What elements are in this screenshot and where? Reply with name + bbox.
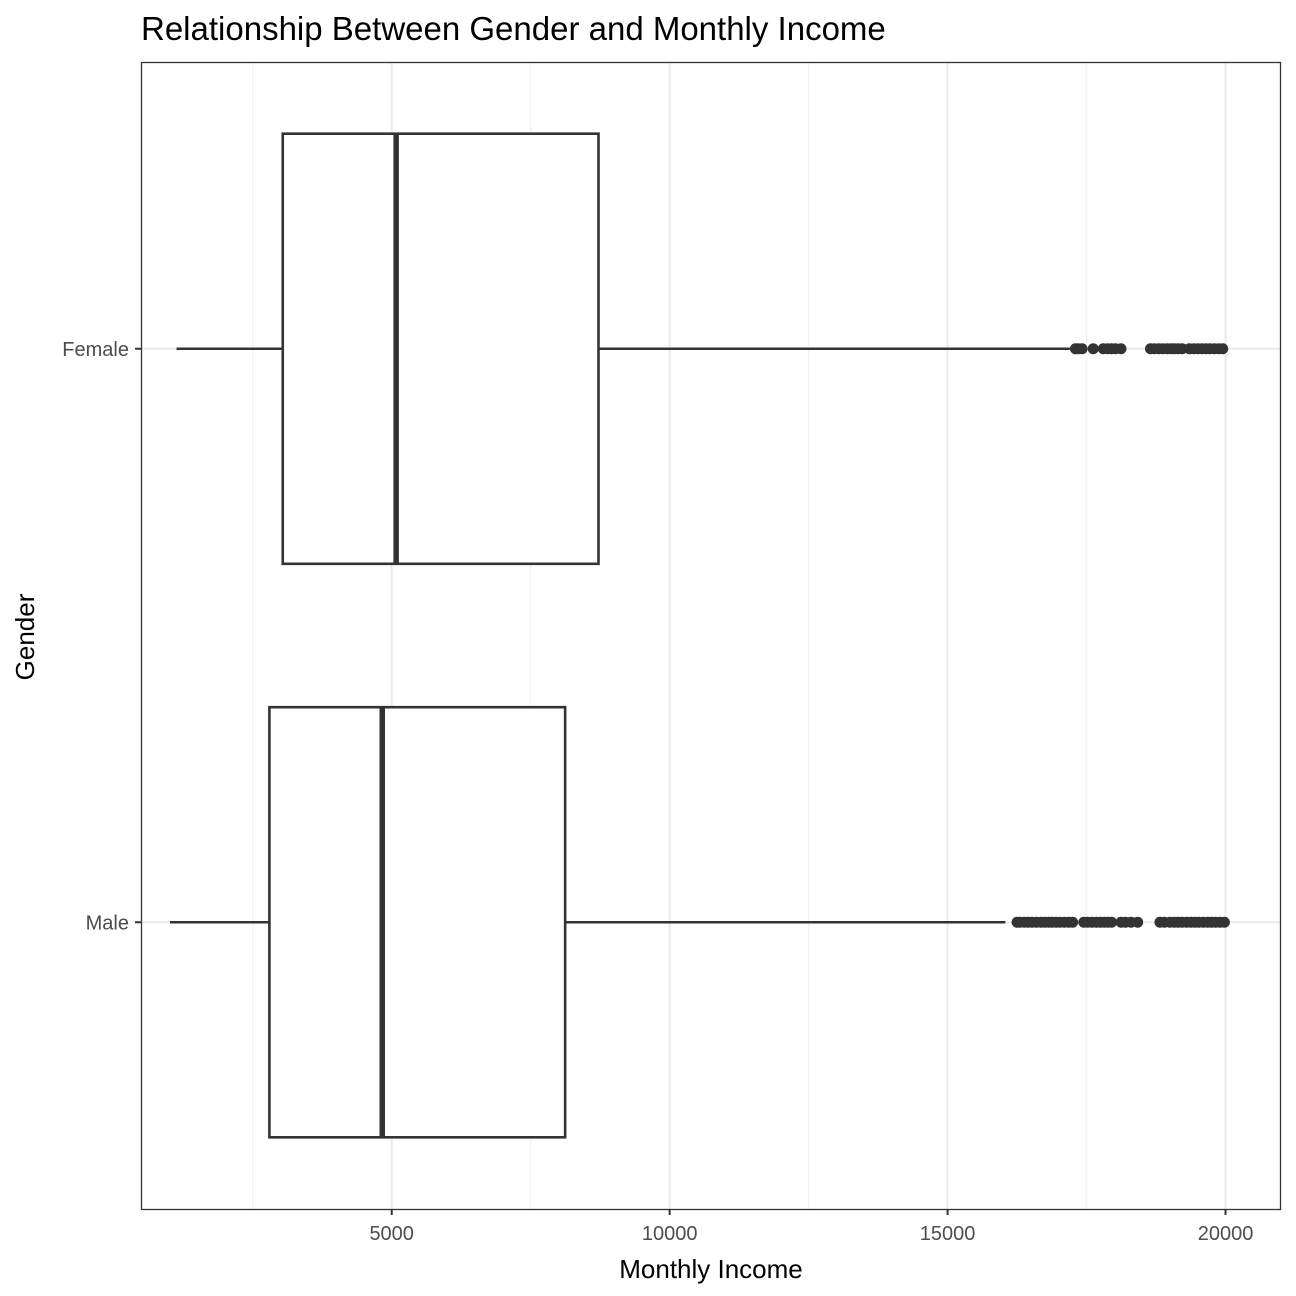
panel-border — [140, 61, 1282, 1211]
iqr-box — [268, 705, 567, 1139]
chart-title: Relationship Between Gender and Monthly … — [141, 10, 886, 47]
x-axis-title: Monthly Income — [619, 1254, 803, 1284]
outlier-point — [1076, 343, 1088, 355]
y-tick-label: Male — [86, 912, 129, 934]
outlier-point — [1218, 916, 1230, 928]
x-tick-label: 10000 — [642, 1223, 698, 1245]
boxplot-series — [169, 132, 1230, 1139]
y-tick-label: Female — [62, 339, 129, 361]
y-axis-title: Gender — [10, 593, 40, 680]
x-tick-label: 15000 — [920, 1223, 976, 1245]
outlier-point — [1087, 343, 1099, 355]
outlier-point — [1067, 916, 1079, 928]
x-tick-label: 20000 — [1198, 1223, 1254, 1245]
outlier-point — [1106, 916, 1118, 928]
x-axis: 5000 10000 15000 20000 — [369, 1209, 1253, 1245]
outlier-point — [1217, 343, 1229, 355]
outlier-point — [1132, 916, 1144, 928]
box-female — [176, 132, 1229, 566]
box-male — [169, 705, 1230, 1139]
outlier-point — [1115, 343, 1127, 355]
y-axis: Female Male — [62, 339, 141, 934]
iqr-box — [281, 132, 600, 566]
x-tick-label: 5000 — [369, 1223, 414, 1245]
